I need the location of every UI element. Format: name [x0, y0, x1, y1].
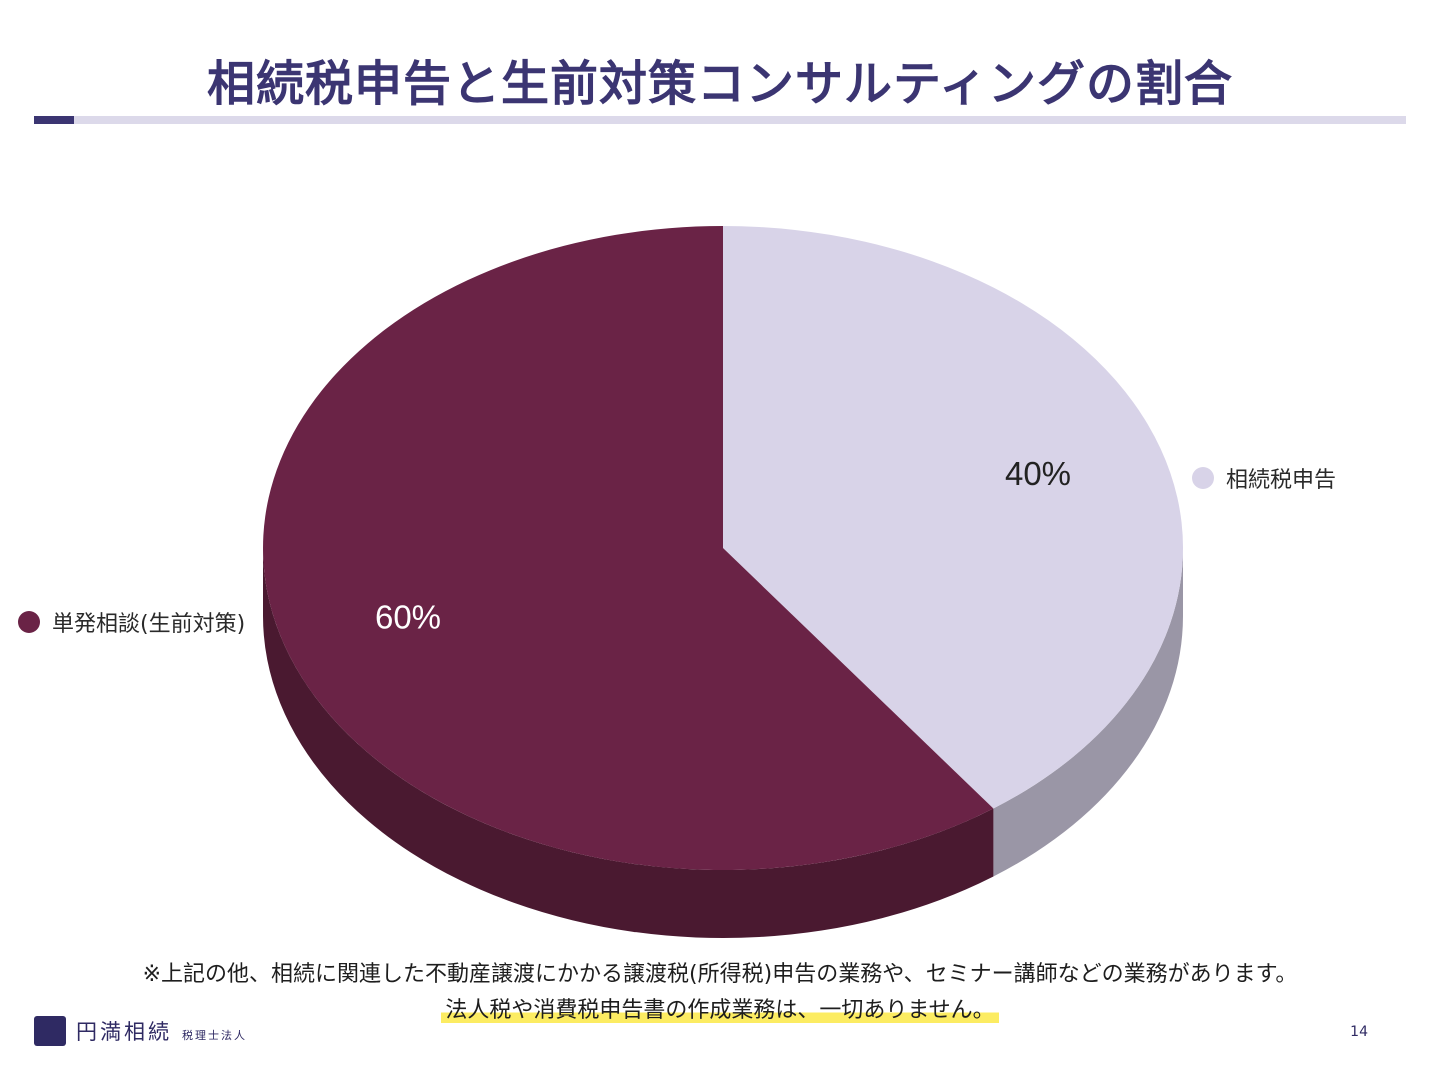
legend-item-consultation: 単発相談(生前対策)	[18, 606, 245, 638]
footnote-highlight: 法人税や消費税申告書の作成業務は、一切ありません。	[441, 998, 999, 1023]
pie-slice-0	[723, 226, 1184, 809]
title-underline-accent	[34, 116, 74, 124]
footnote-line-1: ※上記の他、相続に関連した不動産譲渡にかかる譲渡税(所得税)申告の業務や、セミナ…	[142, 962, 1298, 987]
pie-side-0	[993, 548, 1183, 877]
logo-mark-icon	[34, 1016, 66, 1046]
legend-label-inheritance: 相続税申告	[1226, 468, 1337, 493]
footnote-line-2: 法人税や消費税申告書の作成業務は、一切ありません。	[0, 994, 1440, 1028]
title-underline	[34, 116, 1406, 124]
legend-item-inheritance: 相続税申告	[1192, 462, 1336, 494]
company-logo: 円満相続 税理士法人	[34, 1016, 247, 1046]
pie-side-1	[263, 548, 994, 939]
page-title: 相続税申告と生前対策コンサルティングの割合	[206, 56, 1234, 112]
legend-label-consultation: 単発相談(生前対策)	[52, 612, 246, 637]
logo-subtitle: 税理士法人	[182, 1029, 247, 1042]
legend-dot-consultation	[18, 611, 40, 633]
pie-slice-1	[263, 226, 994, 870]
logo-name: 円満相続	[76, 1020, 172, 1044]
legend-dot-inheritance	[1192, 467, 1214, 489]
page-number: 14	[1350, 1024, 1368, 1040]
pie-label-1: 60%	[375, 598, 441, 635]
pie-label-0: 40%	[1005, 455, 1071, 492]
